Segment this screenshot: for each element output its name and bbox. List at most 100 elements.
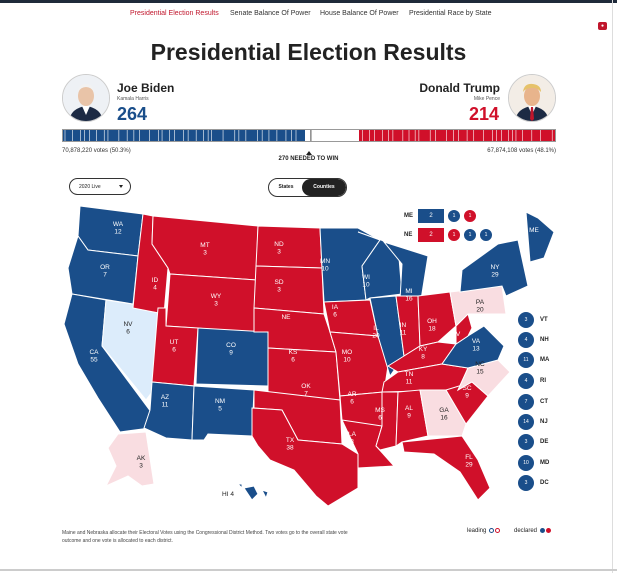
small-state-abbr: DC (540, 480, 549, 486)
maine-label: ME (404, 213, 413, 219)
nav-senate[interactable]: Senate Balance Of Power (230, 10, 311, 17)
state-ev-wa: 12 (114, 229, 122, 236)
state-ev-ms: 6 (378, 415, 382, 422)
trump-popular-votes: 67,874,108 votes (48.1%) (487, 148, 556, 154)
state-ev-al: 9 (407, 413, 411, 420)
caret-up-icon (305, 151, 312, 155)
state-label-az: AZ (161, 394, 169, 401)
state-hi[interactable] (236, 483, 269, 501)
small-state-abbr: RI (540, 378, 546, 384)
state-oh[interactable] (417, 291, 457, 347)
page-edge (612, 0, 613, 573)
toggle-counties[interactable]: Counties (302, 179, 346, 196)
state-label-mo: MO (342, 349, 352, 356)
state-label-la: LA (348, 431, 357, 438)
state-nm[interactable] (191, 385, 255, 441)
state-az[interactable] (143, 381, 195, 441)
nebraska-district-1[interactable]: 1 (447, 228, 461, 242)
state-ev-tx: 38 (286, 445, 294, 452)
year-select[interactable]: 2020 Live (69, 178, 131, 195)
state-label-ca: CA (89, 349, 99, 356)
trump-avatar (508, 74, 556, 122)
state-label-ar: AR (347, 391, 356, 398)
state-ev-mn: 10 (321, 266, 329, 273)
maine-district-2[interactable]: 1 (463, 209, 477, 223)
top-nav: Presidential Election Results Senate Bal… (0, 10, 617, 24)
state-ev-id: 4 (153, 285, 157, 292)
state-ev-mi: 16 (405, 296, 413, 303)
person-portrait-icon (63, 75, 109, 121)
state-label-tx: TX (286, 437, 295, 444)
state-ev-ar: 6 (350, 399, 354, 406)
state-label-tn: TN (405, 371, 414, 378)
nav-race-by-state[interactable]: Presidential Race by State (409, 10, 492, 17)
state-ev-ia: 6 (333, 312, 337, 319)
nebraska-statewide[interactable]: 2 (418, 228, 444, 242)
small-state-ev: 14 (518, 414, 534, 430)
state-ev-sd: 3 (277, 287, 281, 294)
state-label-nc: NC (475, 361, 485, 368)
person-portrait-icon (509, 75, 555, 121)
state-label-oh: OH (427, 318, 437, 325)
maine-district-1[interactable]: 1 (447, 209, 461, 223)
state-nd[interactable] (255, 225, 323, 269)
state-wa[interactable] (77, 205, 144, 257)
state-label-wi: WI (362, 274, 370, 281)
nav-house[interactable]: House Balance Of Power (320, 10, 399, 17)
state-label-nd: ND (274, 241, 284, 248)
view-toggle[interactable]: States Counties (268, 178, 347, 197)
declared-dem-dot (539, 528, 545, 533)
state-label-wa: WA (113, 221, 124, 228)
biden-vp: Kamala Harris (117, 96, 149, 102)
state-sd[interactable] (253, 265, 325, 315)
state-ny[interactable] (459, 239, 529, 297)
state-fl[interactable] (401, 435, 491, 501)
state-label-ut: UT (170, 339, 179, 346)
state-al[interactable] (395, 389, 429, 447)
state-me[interactable] (525, 211, 555, 263)
small-state-ev: 7 (518, 394, 534, 410)
nav-presidential[interactable]: Presidential Election Results (130, 10, 219, 17)
page-bottom-rule (0, 569, 617, 571)
state-ev-wy: 3 (214, 301, 218, 308)
state-ev-pa: 20 (476, 307, 484, 314)
nebraska-district-2[interactable]: 1 (463, 228, 477, 242)
state-label-in: IN (400, 322, 407, 329)
state-tx[interactable] (251, 407, 359, 507)
state-label-or: OR (100, 264, 110, 271)
maine-statewide[interactable]: 2 (418, 209, 444, 223)
state-label-id: ID (152, 277, 159, 284)
state-co[interactable] (195, 327, 269, 387)
toggle-states[interactable]: States (278, 184, 294, 190)
state-ev-tn: 11 (406, 379, 413, 386)
state-ev-co: 9 (229, 350, 233, 357)
top-accent-bar (0, 0, 617, 3)
legend-leading: leading (467, 528, 501, 534)
state-ev-nc: 15 (476, 369, 484, 376)
state-ev-ca: 55 (90, 357, 98, 364)
state-ga[interactable] (419, 389, 467, 437)
nebraska-district-3[interactable]: 1 (479, 228, 493, 242)
biden-name: Joe Biden (117, 81, 175, 95)
state-label-ok: OK (301, 383, 311, 390)
state-label-il: IL (373, 325, 379, 332)
state-label-va: VA (472, 338, 481, 345)
small-state-ev: 10 (518, 455, 534, 471)
state-label-mi: MI (405, 288, 412, 295)
trump-electoral-votes: 214 (468, 104, 499, 124)
state-label-ak: AK (137, 455, 146, 462)
chevron-down-icon (119, 185, 123, 188)
nebraska-district-split: NE 2 1 1 1 (404, 228, 500, 242)
state-ev-in: 11 (400, 330, 407, 337)
biden-avatar (62, 74, 110, 122)
state-ak[interactable] (104, 431, 155, 488)
leading-dem-dot (489, 528, 495, 533)
state-wy[interactable] (165, 273, 257, 333)
state-label-mt: MT (200, 242, 209, 249)
state-ev-oh: 18 (428, 326, 436, 333)
small-state-abbr: VT (540, 317, 548, 323)
needed-to-win: 270 NEEDED TO WIN (0, 151, 617, 162)
state-ev-mt: 3 (203, 250, 207, 257)
nebraska-label: NE (404, 232, 413, 238)
state-ev-ks: 6 (291, 357, 295, 364)
